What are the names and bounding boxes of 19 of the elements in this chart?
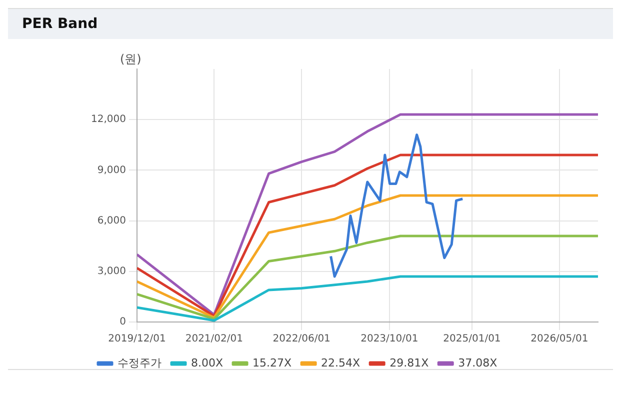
- legend-label: 22.54X: [321, 356, 361, 370]
- x-tick-label: 2023/10/01: [360, 334, 418, 345]
- legend-label: 수정주가: [118, 356, 162, 370]
- x-tick-label: 2021/02/01: [185, 334, 243, 345]
- chart-title: PER Band: [8, 8, 613, 39]
- legend-label: 37.08X: [458, 356, 498, 370]
- y-tick-label: 9,000: [97, 164, 126, 176]
- x-tick-label: 2025/01/01: [443, 334, 501, 345]
- y-tick-label: 3,000: [97, 266, 126, 277]
- x-tick-label: 2026/05/01: [530, 334, 588, 345]
- x-tick-label: 2019/12/01: [108, 334, 166, 345]
- legend-label: 15.27X: [252, 356, 292, 370]
- y-tick-label: 0: [120, 316, 126, 328]
- y-tick-label: 6,000: [97, 215, 126, 226]
- y-tick-label: 12,000: [90, 114, 126, 126]
- y-axis-title: (원): [120, 51, 142, 68]
- legend-label: 8.00X: [191, 356, 224, 370]
- legend-label: 29.81X: [390, 356, 430, 370]
- x-tick-label: 2022/06/01: [272, 334, 330, 345]
